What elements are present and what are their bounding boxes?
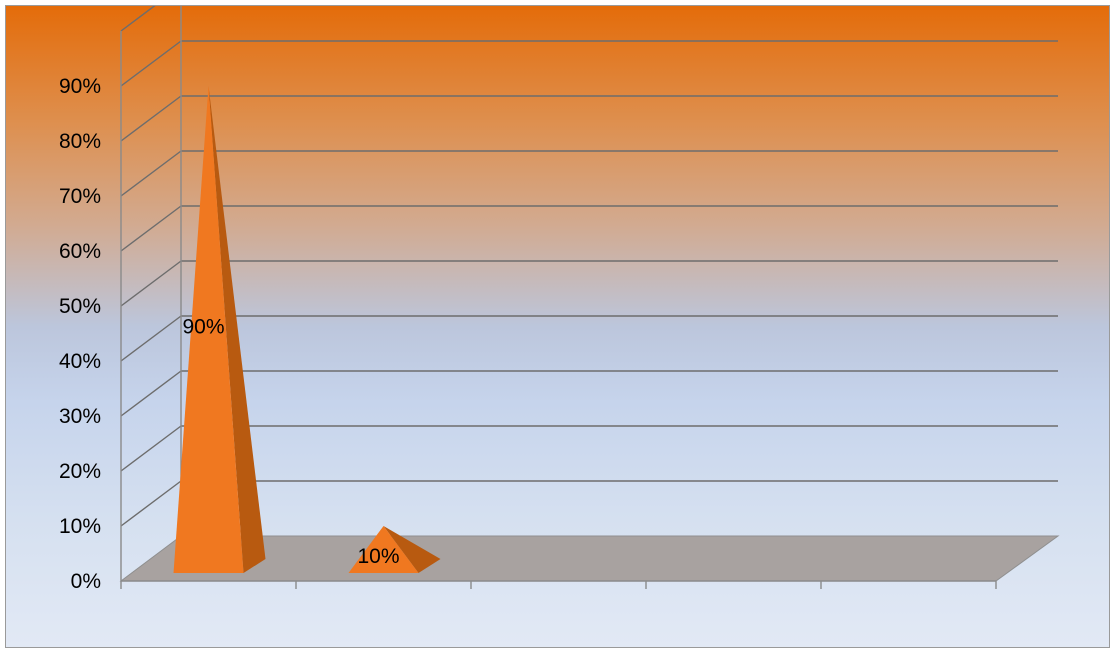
data-labels: 90% 10%: [182, 316, 399, 569]
data-label: 10%: [357, 545, 399, 568]
pyramid-bar: [348, 526, 419, 573]
bars: [173, 86, 441, 573]
y-tick-label: 90%: [59, 75, 101, 98]
y-tick-label: 70%: [59, 185, 101, 208]
y-tick-label: 0%: [71, 570, 101, 593]
y-tick-label: 60%: [59, 240, 101, 263]
y-tick-label: 50%: [59, 295, 101, 318]
gridline-diagonal: [120, 6, 156, 32]
pyramid-bar-side: [383, 526, 441, 573]
y-tick-label: 20%: [59, 460, 101, 483]
pyramid-bar: [173, 86, 244, 573]
gridline-diagonal: [120, 95, 182, 142]
gridlines: [120, 6, 1058, 527]
gridline-diagonal: [120, 480, 182, 527]
gridline-diagonal: [120, 370, 182, 417]
axes: [120, 6, 997, 589]
gridline-diagonal: [120, 40, 182, 87]
pyramid-bar-side: [208, 86, 266, 573]
gridline-diagonal: [120, 260, 182, 307]
y-tick-label: 30%: [59, 405, 101, 428]
gridline-diagonal: [120, 150, 182, 197]
gridline-diagonal: [120, 205, 182, 252]
y-tick-label: 10%: [59, 515, 101, 538]
gridline-diagonal: [120, 315, 182, 362]
chart-frame: 0% 10% 20% 30% 40% 50% 60% 70% 80% 90% 90% 10%: [5, 5, 1110, 648]
data-label: 90%: [182, 316, 224, 339]
pyramid-bar-chart: 0% 10% 20% 30% 40% 50% 60% 70% 80% 90% 90% 10%: [59, 6, 1060, 593]
y-tick-label: 80%: [59, 130, 101, 153]
y-axis-ticks: 0% 10% 20% 30% 40% 50% 60% 70% 80% 90%: [59, 75, 101, 593]
y-tick-label: 40%: [59, 350, 101, 373]
gridline-diagonal: [120, 425, 182, 472]
